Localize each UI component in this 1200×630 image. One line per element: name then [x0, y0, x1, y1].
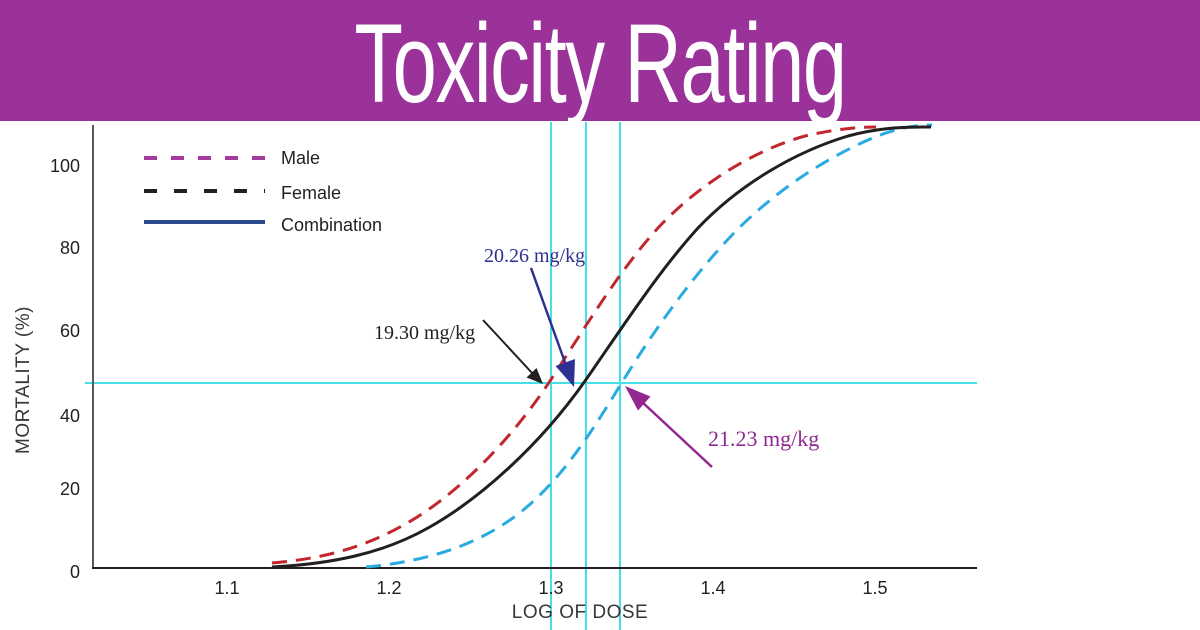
legend-label-male: Male — [281, 148, 321, 168]
x-tick-1-3: 1.3 — [538, 578, 564, 598]
legend-swatches — [144, 156, 265, 224]
female-ld50-annotation: 21.23 mg/kg — [708, 426, 820, 451]
x-tick-1-4: 1.4 — [700, 578, 726, 598]
y-tick-100: 100 — [49, 156, 80, 176]
male-annotation-arrow — [482, 319, 543, 384]
x-tick-1-5: 1.5 — [862, 578, 888, 598]
combination-curve — [271, 125, 932, 569]
y-tick-40: 40 — [59, 406, 80, 426]
x-axis-title: LOG OF DOSE — [511, 602, 649, 623]
female-annotation-arrow — [625, 386, 713, 468]
y-tick-20: 20 — [59, 479, 80, 499]
legend-label-female: Female — [281, 183, 342, 203]
female-curve — [365, 123, 933, 569]
y-axis-title: MORTALITY (%) — [13, 306, 34, 454]
y-tick-80: 80 — [59, 238, 80, 258]
male-curve — [271, 125, 877, 565]
combination-annotation-arrow — [529, 267, 575, 387]
x-tick-1-1: 1.1 — [214, 578, 240, 598]
y-tick-0: 0 — [69, 562, 80, 582]
male-ld50-annotation: 19.30 mg/kg — [374, 322, 476, 344]
page-title: Toxicity Rating — [354, 0, 847, 126]
title-banner: Toxicity Rating — [0, 0, 1200, 121]
x-tick-1-2: 1.2 — [376, 578, 402, 598]
combination-ld50-annotation: 20.26 mg/kg — [484, 245, 586, 267]
y-tick-60: 60 — [59, 321, 80, 341]
legend-label-combination: Combination — [281, 215, 383, 235]
